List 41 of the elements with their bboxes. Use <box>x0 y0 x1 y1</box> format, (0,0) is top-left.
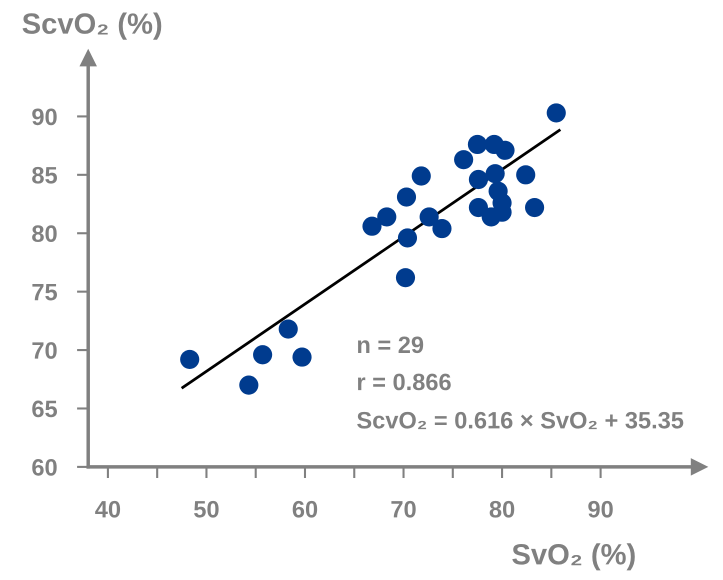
y-tick-label: 80 <box>32 225 57 242</box>
x-tick-label: 70 <box>391 500 416 518</box>
x-tick-label: 50 <box>194 500 219 518</box>
point <box>525 198 544 218</box>
x-tick-label: 80 <box>490 500 514 518</box>
point <box>432 218 452 238</box>
point <box>292 348 312 367</box>
point <box>546 103 566 122</box>
y-axis-title: ScvO₂ (%) <box>22 12 162 40</box>
x-axis-title: SvO₂ (%) <box>512 543 635 570</box>
y-tick-label: 70 <box>32 342 57 359</box>
point <box>396 187 416 207</box>
annotation: r = 0.866 <box>358 374 451 390</box>
point <box>468 198 488 218</box>
point <box>468 170 488 190</box>
point <box>253 345 272 364</box>
y-tick-label: 75 <box>32 284 57 300</box>
point <box>239 376 258 395</box>
point <box>412 166 431 186</box>
point <box>420 207 439 226</box>
point <box>396 268 416 288</box>
point <box>516 165 536 184</box>
x-tick-label: 60 <box>292 500 318 518</box>
point <box>454 150 474 170</box>
y-tick-label: 85 <box>32 166 57 184</box>
point <box>495 140 515 160</box>
point <box>180 350 200 369</box>
annotation: ScvO₂ = 0.616 × SvO₂ + 35.35 <box>357 412 684 430</box>
y-tick-label: 60 <box>32 458 57 476</box>
x-tick-label: 90 <box>588 500 613 518</box>
annotation: n = 29 <box>358 336 424 354</box>
point <box>377 207 396 226</box>
point <box>362 216 382 236</box>
y-tick-label: 65 <box>32 400 57 418</box>
point <box>468 134 488 154</box>
point <box>278 319 298 339</box>
point <box>482 207 501 226</box>
point <box>486 164 505 184</box>
x-tick-label: 40 <box>95 500 120 518</box>
y-tick-label: 90 <box>32 108 57 126</box>
point <box>398 228 418 248</box>
